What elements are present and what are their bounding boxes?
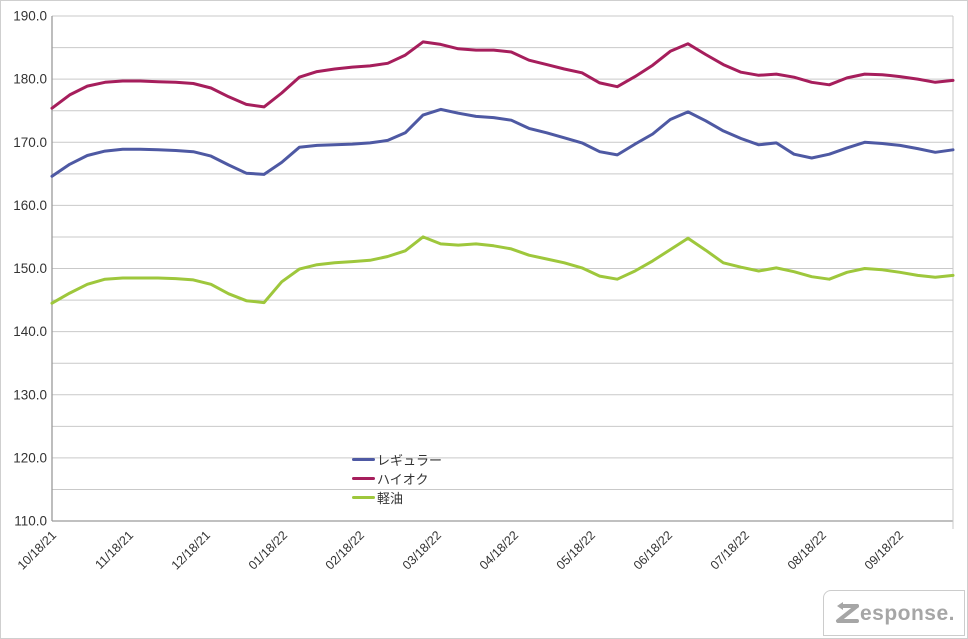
x-tick-label: 11/18/21 xyxy=(93,528,137,572)
y-tick-label: 160.0 xyxy=(13,198,47,213)
response-logo: esponse. xyxy=(833,600,955,626)
y-tick-label: 190.0 xyxy=(13,9,47,24)
x-tick-label: 08/18/22 xyxy=(785,528,829,572)
x-tick-label: 10/18/21 xyxy=(15,528,59,572)
y-tick-label: 130.0 xyxy=(13,387,47,402)
x-tick-label: 04/18/22 xyxy=(477,528,521,572)
x-tick-label: 09/18/22 xyxy=(862,528,906,572)
x-tick-label: 12/18/21 xyxy=(169,528,213,572)
legend-label-regular: レギュラー xyxy=(377,453,443,468)
legend-swatch-diesel xyxy=(352,496,375,499)
legend-label-diesel: 軽油 xyxy=(377,491,404,506)
legend-item-diesel: 軽油 xyxy=(352,488,442,507)
y-tick-label: 110.0 xyxy=(14,514,47,529)
series-line-0 xyxy=(50,107,955,178)
series-line-1 xyxy=(50,40,955,110)
legend-item-regular: レギュラー xyxy=(352,450,442,469)
x-tick-label: 06/18/22 xyxy=(631,528,675,572)
series-line-2 xyxy=(50,235,955,305)
x-tick-label: 01/18/22 xyxy=(246,528,290,572)
x-tick-label: 02/18/22 xyxy=(323,528,367,572)
legend-item-highoctane: ハイオク xyxy=(352,469,442,488)
legend: レギュラー ハイオク 軽油 xyxy=(352,450,442,507)
x-tick-label: 03/18/22 xyxy=(400,528,444,572)
legend-label-highoctane: ハイオク xyxy=(377,472,429,487)
x-tick-label: 07/18/22 xyxy=(708,528,752,572)
y-tick-label: 180.0 xyxy=(13,72,47,87)
legend-swatch-highoctane xyxy=(352,477,375,480)
y-tick-label: 120.0 xyxy=(13,450,47,465)
x-tick-label: 05/18/22 xyxy=(554,528,598,572)
y-tick-label: 170.0 xyxy=(13,135,47,150)
watermark-response: esponse. xyxy=(823,590,965,636)
y-tick-label: 150.0 xyxy=(13,261,47,276)
y-tick-label: 140.0 xyxy=(13,324,47,339)
legend-swatch-regular xyxy=(352,458,375,461)
response-logo-r-icon xyxy=(835,602,859,623)
watermark-text: esponse. xyxy=(859,601,956,625)
